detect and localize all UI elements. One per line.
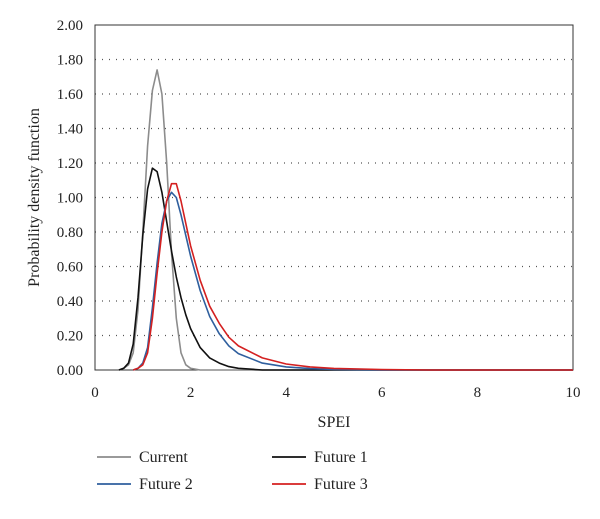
series-line-3	[132, 182, 573, 371]
legend: Current Future 1 Future 2 Future 3	[97, 449, 368, 493]
legend-label-0: Current	[139, 449, 188, 466]
y-tick-label: 2.00	[57, 18, 83, 34]
y-tick-label: 0.00	[57, 363, 83, 379]
x-axis-tick-labels: 0 2 4 6 8 10	[91, 385, 580, 401]
y-tick-label: 0.80	[57, 225, 83, 241]
series-layer	[118, 69, 573, 371]
x-tick-label: 4	[282, 385, 290, 401]
y-axis-tick-labels: 0.00 0.20 0.40 0.60 0.80 1.00 1.20 1.40 1.60 1.80…	[57, 18, 83, 379]
y-axis-title: Probability density function	[26, 108, 43, 287]
y-tick-label: 1.20	[57, 156, 83, 172]
y-tick-label: 0.40	[57, 294, 83, 310]
x-tick-label: 6	[378, 385, 386, 401]
x-tick-label: 8	[474, 385, 482, 401]
y-tick-label: 0.20	[57, 329, 83, 345]
series-line-1	[118, 167, 573, 371]
x-tick-label: 0	[91, 385, 99, 401]
legend-label-3: Future 3	[314, 476, 368, 493]
x-tick-label: 10	[566, 385, 581, 401]
grid-layer	[95, 58, 573, 337]
y-tick-label: 1.60	[57, 87, 83, 103]
y-tick-label: 1.40	[57, 122, 83, 138]
legend-label-2: Future 2	[139, 476, 193, 493]
series-line-0	[118, 69, 573, 371]
y-tick-label: 1.00	[57, 191, 83, 207]
y-tick-label: 0.60	[57, 260, 83, 276]
series-line-2	[132, 191, 573, 371]
y-tick-label: 1.80	[57, 53, 83, 69]
x-axis-title: SPEI	[318, 414, 351, 431]
legend-label-1: Future 1	[314, 449, 368, 466]
x-tick-label: 2	[187, 385, 195, 401]
